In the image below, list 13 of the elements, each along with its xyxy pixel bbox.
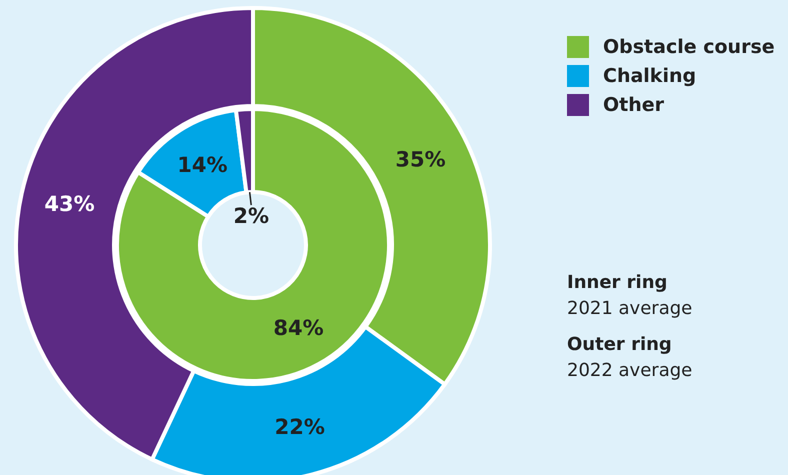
legend-label: Chalking	[603, 64, 696, 86]
text: Inner ring	[567, 271, 668, 295]
data-label: 14%	[177, 153, 228, 178]
data-label: 2%	[233, 204, 270, 228]
legend-label: Other	[603, 94, 664, 116]
text: 2021 average	[567, 297, 692, 321]
text: 2022 average	[567, 359, 692, 383]
text: Outer ring	[567, 333, 673, 357]
data-label: 35%	[395, 148, 446, 172]
data-label: 22%	[274, 415, 325, 440]
data-label: 43%	[44, 192, 95, 216]
data-label: 84%	[273, 316, 324, 340]
legend-label: Obstacle course	[603, 36, 775, 58]
